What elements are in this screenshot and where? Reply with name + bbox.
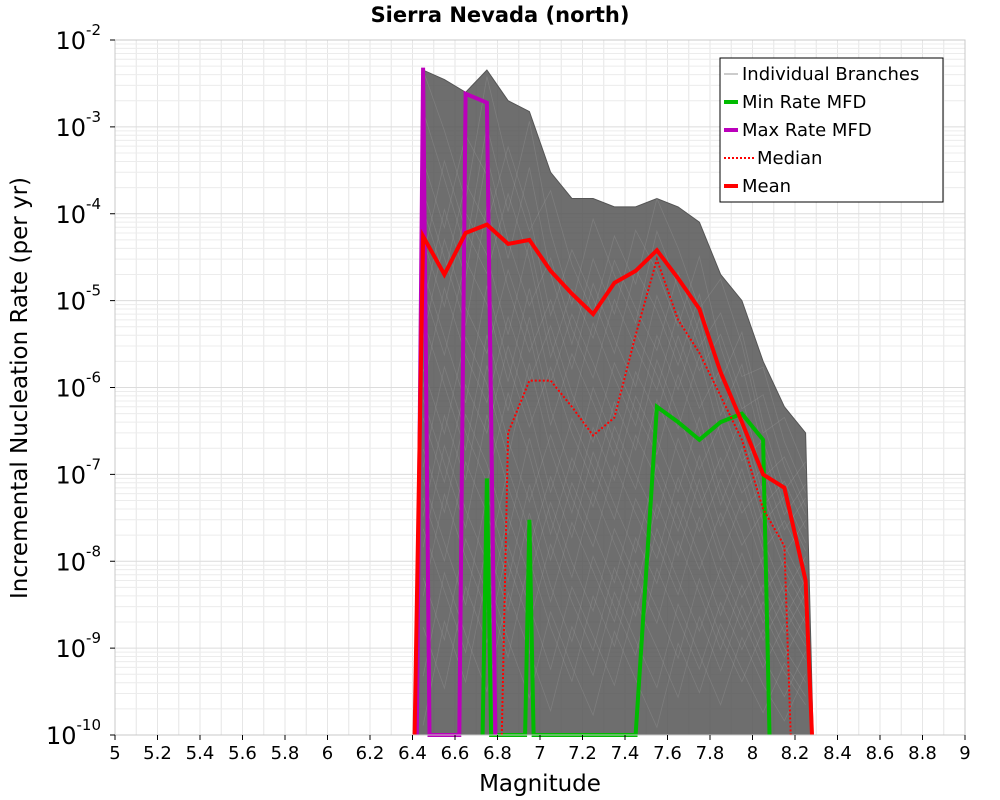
legend: Individual Branches Min Rate MFD Max Rate …: [719, 57, 944, 203]
branch-line: [422, 544, 806, 699]
legend-label-max-rate-mfd: Max Rate MFD: [742, 120, 872, 141]
x-tick-label: 9: [959, 743, 970, 764]
y-tick-label: 10-6: [55, 369, 101, 403]
x-tick-label: 5: [109, 743, 120, 764]
x-tick-label: 6.6: [441, 743, 470, 764]
legend-label-median: Median: [757, 148, 822, 169]
branch-line: [422, 336, 806, 611]
series-mean: [412, 222, 814, 736]
y-tick-label: 10-10: [46, 716, 101, 750]
legend-label-mean: Mean: [742, 176, 791, 197]
x-tick-label: 8: [747, 743, 758, 764]
branch-line: [422, 159, 806, 516]
x-tick-label: 8.2: [781, 743, 810, 764]
branch-line: [422, 69, 806, 471]
x-tick-label: 8.8: [908, 743, 937, 764]
x-tick-label: 7.8: [696, 743, 725, 764]
y-tick-label: 10-7: [55, 455, 101, 489]
branch-line: [422, 211, 806, 552]
y-tick-label: 10-2: [55, 21, 101, 55]
y-tick-label: 10-3: [55, 108, 101, 142]
branch-line: [422, 492, 806, 651]
branch-line: [422, 270, 806, 566]
x-tick-label: 6.8: [483, 743, 512, 764]
x-tick-label: 5.6: [228, 743, 257, 764]
x-axis-label: Magnitude: [479, 771, 601, 797]
x-tick-label: 7.2: [568, 743, 597, 764]
x-tick-label: 6: [322, 743, 333, 764]
x-tick-label: 6.2: [356, 743, 385, 764]
y-tick-label: 10-5: [55, 282, 101, 316]
x-tick-label: 7: [534, 743, 545, 764]
x-tick-label: 8.6: [866, 743, 895, 764]
x-tick-label: 5.8: [271, 743, 300, 764]
x-tick-label: 5.4: [186, 743, 215, 764]
branch-line: [422, 317, 806, 588]
branch-line: [422, 286, 806, 543]
branch-line: [422, 344, 806, 595]
legend-label-min-rate-mfd: Min Rate MFD: [742, 92, 866, 113]
branch-line: [422, 399, 806, 624]
x-tick-label: 8.4: [823, 743, 852, 764]
branch-line: [422, 413, 806, 647]
y-tick-label: 10-9: [55, 629, 101, 663]
x-tick-label: 6.4: [398, 743, 427, 764]
branch-line: [422, 571, 806, 722]
x-tick-label: 5.2: [143, 743, 172, 764]
y-axis-label: Incremental Nucleation Rate (per yr): [7, 177, 33, 599]
x-tick-label: 7.4: [611, 743, 640, 764]
branch-line: [422, 365, 806, 602]
chart-title: Sierra Nevada (north): [371, 3, 630, 27]
legend-box: [719, 57, 944, 203]
y-tick-label: 10-4: [55, 195, 101, 229]
x-tick-label: 7.6: [653, 743, 682, 764]
series-median: [500, 255, 792, 736]
y-tick-label: 10-8: [55, 542, 101, 576]
legend-label-individual-branches: Individual Branches: [742, 64, 919, 85]
